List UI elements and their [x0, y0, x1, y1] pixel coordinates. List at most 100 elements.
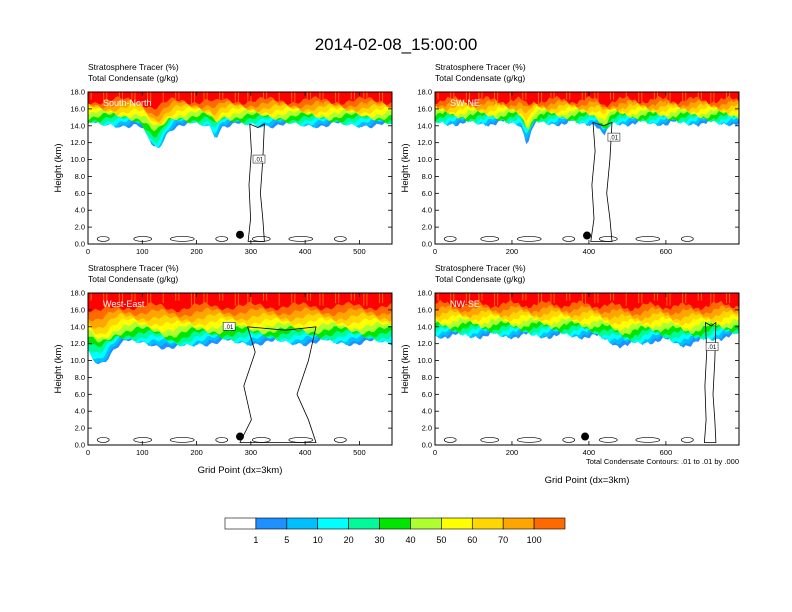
y-tick-label: 12.0	[417, 138, 432, 147]
y-tick-label: 16.0	[70, 104, 85, 113]
contour-label-box	[252, 154, 266, 164]
y-tick-label: 4.0	[422, 206, 432, 215]
y-axis-label: Height (km)	[53, 344, 64, 393]
x-tick-label: 500	[353, 448, 366, 457]
colorbar-level-label: 20	[344, 535, 354, 545]
contour-label: .01	[225, 325, 234, 331]
x-tick-label: 500	[353, 247, 366, 256]
contour-label: .01	[610, 136, 619, 142]
x-tick-label: 0	[433, 448, 437, 457]
low-cloud-contour	[516, 236, 542, 242]
colorbar: 1 5 10 20 30 40 50 60 70 100	[224, 517, 566, 545]
panel-label: NW-SE	[450, 299, 480, 309]
y-tick-label: 6.0	[75, 390, 85, 399]
contour-label: .01	[708, 345, 717, 351]
low-cloud-contour	[680, 437, 694, 443]
panel-label: SW-NE	[450, 98, 480, 108]
y-tick-label: 12.0	[417, 339, 432, 348]
contour-footnote: Total Condensate Contours: .01 to .01 by…	[586, 457, 739, 466]
contour-label-box	[222, 322, 236, 331]
y-tick-label: 8.0	[422, 373, 432, 382]
contour-label-box	[705, 342, 719, 351]
y-tick-label: 14.0	[417, 322, 432, 331]
low-cloud-contour	[288, 437, 314, 443]
panel-title-tracer: Stratosphere Tracer (%)	[88, 62, 179, 72]
x-tick-label: 400	[583, 448, 596, 457]
panel-title-condensate: Total Condensate (g/kg)	[88, 73, 178, 83]
y-tick-label: 18.0	[417, 289, 432, 298]
y-tick-label: 10.0	[70, 155, 85, 164]
x-tick-label: 0	[86, 247, 90, 256]
tracer-band-11	[435, 293, 739, 312]
y-axis-label: Height (km)	[400, 143, 411, 192]
y-tick-label: 4.0	[75, 206, 85, 215]
y-tick-label: 16.0	[70, 305, 85, 314]
panel-title-condensate: Total Condensate (g/kg)	[435, 274, 525, 284]
y-tick-label: 10.0	[70, 356, 85, 365]
low-cloud-contour	[333, 236, 347, 242]
low-cloud-contour	[333, 437, 347, 443]
low-cloud-contour	[288, 236, 314, 242]
figure-title: 2014-02-08_15:00:00	[315, 35, 478, 54]
colorbar-swatch	[379, 517, 411, 530]
y-tick-label: 6.0	[422, 189, 432, 198]
y-tick-label: 16.0	[417, 104, 432, 113]
low-cloud-contour	[96, 437, 110, 443]
x-tick-label: 600	[660, 448, 673, 457]
colorbar-level-label: 30	[375, 535, 385, 545]
y-tick-label: 10.0	[417, 356, 432, 365]
low-cloud-contour	[480, 236, 500, 242]
y-tick-label: 2.0	[75, 424, 85, 433]
panel-title-condensate: Total Condensate (g/kg)	[435, 73, 525, 83]
low-cloud-contour	[480, 437, 500, 443]
x-tick-label: 200	[506, 448, 519, 457]
y-tick-label: 16.0	[417, 305, 432, 314]
x-tick-label: 300	[245, 247, 258, 256]
low-cloud-contour	[635, 437, 661, 443]
y-tick-label: 14.0	[70, 322, 85, 331]
y-tick-label: 0.0	[75, 441, 85, 450]
y-tick-label: 18.0	[70, 88, 85, 97]
y-tick-label: 4.0	[75, 407, 85, 416]
y-tick-label: 0.0	[422, 240, 432, 249]
y-tick-label: 12.0	[70, 339, 85, 348]
low-cloud-contour	[680, 236, 694, 242]
colorbar-swatch	[441, 517, 473, 530]
y-tick-label: 8.0	[75, 172, 85, 181]
x-tick-label: 400	[583, 247, 596, 256]
panel-title-tracer: Stratosphere Tracer (%)	[88, 263, 179, 273]
tracer-band-11	[435, 92, 739, 108]
low-cloud-contour	[133, 437, 153, 443]
x-axis-label: Grid Point (dx=3km)	[198, 465, 283, 476]
low-cloud-contour	[96, 236, 110, 242]
plot-frame	[434, 91, 740, 245]
low-cloud-contour	[562, 236, 576, 242]
y-tick-label: 18.0	[417, 88, 432, 97]
y-tick-label: 2.0	[422, 424, 432, 433]
plot-frame	[87, 292, 393, 446]
y-tick-label: 6.0	[75, 189, 85, 198]
y-tick-label: 4.0	[422, 407, 432, 416]
plot-area: .01	[88, 293, 392, 445]
low-cloud-contour	[133, 236, 153, 242]
low-cloud-contour	[562, 437, 576, 443]
colorbar-swatch	[502, 517, 535, 530]
plot-area: .01	[435, 92, 739, 244]
tracer-band-11	[88, 92, 392, 110]
x-tick-label: 200	[190, 448, 203, 457]
low-cloud-contour	[598, 236, 618, 242]
y-tick-label: 0.0	[422, 441, 432, 450]
contour-label: .01	[255, 158, 264, 164]
location-marker	[236, 230, 244, 239]
tracer-band-11	[88, 293, 392, 313]
colorbar-swatch	[224, 517, 257, 530]
y-tick-label: 12.0	[70, 138, 85, 147]
colorbar-level-label: 60	[467, 535, 477, 545]
low-cloud-contour	[215, 437, 229, 443]
y-tick-label: 0.0	[75, 240, 85, 249]
contour-label-box	[607, 132, 621, 142]
y-tick-label: 6.0	[422, 390, 432, 399]
